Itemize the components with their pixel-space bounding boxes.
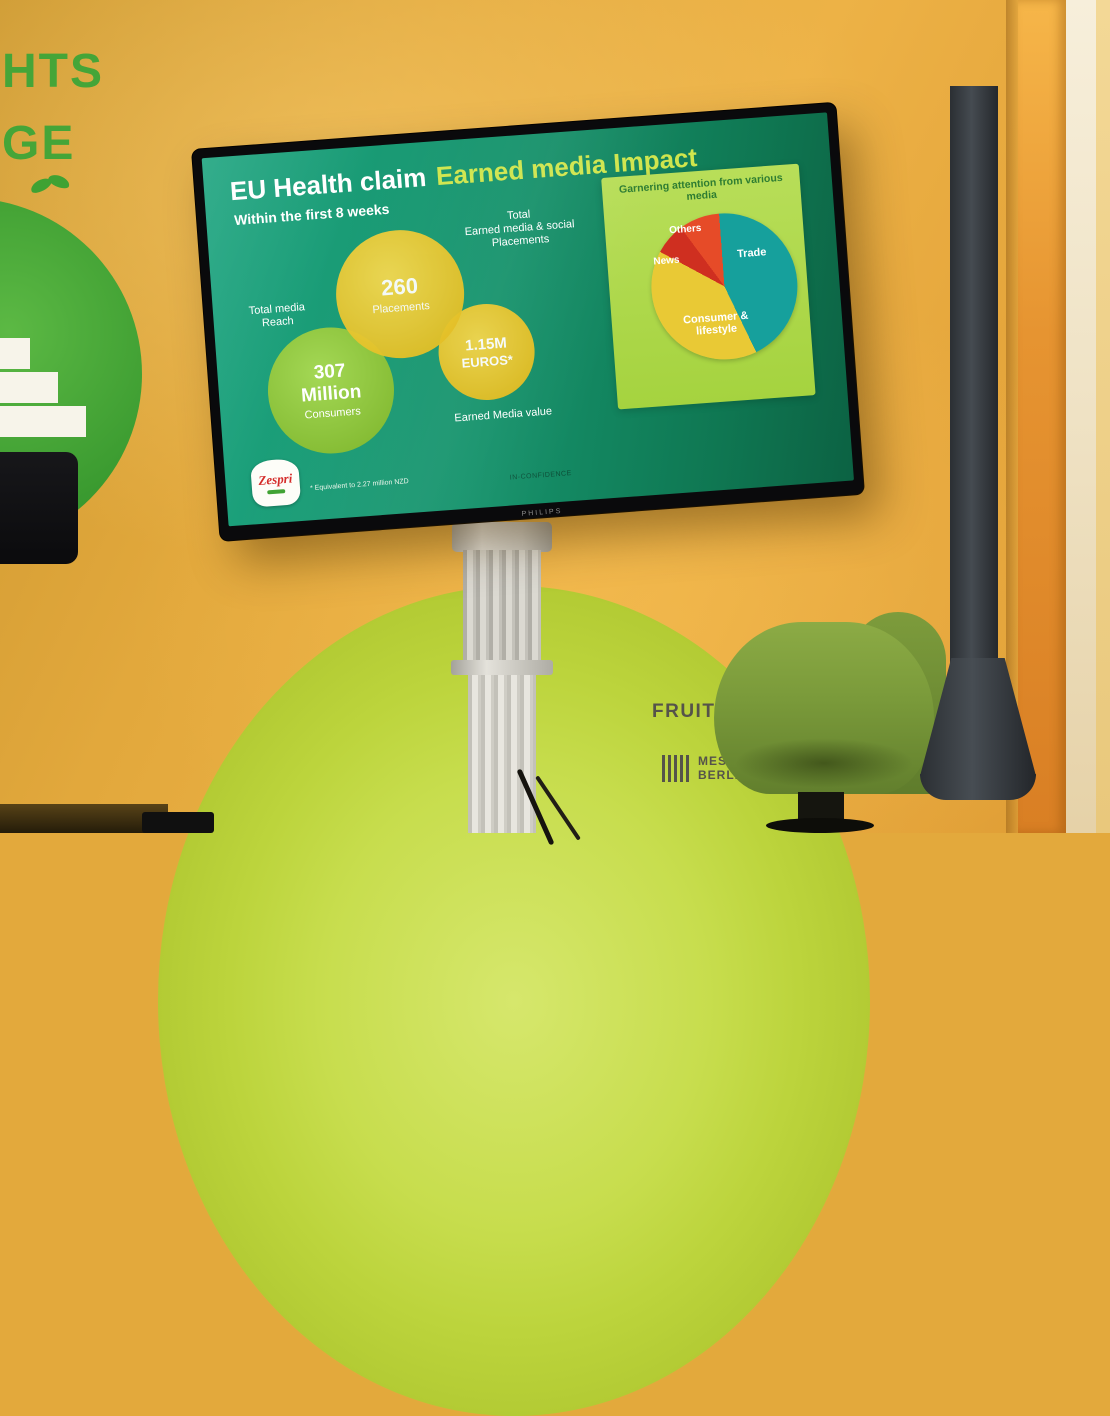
pie-label-others: Others	[668, 222, 702, 237]
reach-value-2: Million	[300, 381, 363, 407]
dark-pole	[950, 86, 998, 666]
wall-panel-edge	[1096, 0, 1110, 833]
caption-earned-media-value: Earned Media value	[454, 405, 553, 425]
tv-stand-flange	[451, 660, 553, 675]
slide-screen: EU Health claim Earned media Impact Withi…	[201, 112, 854, 527]
tv-display: EU Health claim Earned media Impact Withi…	[192, 102, 864, 541]
zespri-leaf-icon	[267, 489, 286, 495]
wall-text-fragment-2: GE	[2, 117, 76, 170]
reach-value-1: 307	[313, 360, 347, 384]
floor-equipment-box	[142, 812, 214, 833]
pie-label-trade: Trade	[736, 246, 767, 261]
caption-total-media-reach: Total media Reach	[248, 301, 306, 330]
pie-panel: Garnering attention from various media O…	[601, 163, 816, 410]
reach-label: Consumers	[304, 405, 362, 422]
stairs-step	[0, 338, 30, 369]
messe-berlin-logo-icon	[662, 755, 692, 782]
placements-value: 260	[380, 272, 419, 301]
wall-text-fragment-1: HTS	[2, 45, 104, 98]
wall-panel-cream	[1066, 0, 1096, 833]
tv-stand-upper-column	[463, 550, 541, 662]
placements-label: Placements	[372, 300, 431, 317]
wall-panel-orange	[1018, 0, 1066, 833]
speaker-box	[0, 452, 78, 564]
chair-foot	[766, 818, 874, 833]
pie-panel-title: Garnering attention from various media	[618, 171, 784, 203]
caption-total-earned-media: Total Earned media & social Placements	[464, 208, 575, 250]
chair-back-front	[714, 622, 934, 794]
confidentiality-note: IN-CONFIDENCE	[509, 470, 573, 482]
stairs-step	[0, 406, 86, 437]
pie-label-news: News	[653, 254, 680, 268]
stairs-step	[0, 372, 58, 403]
tv-stand-collar	[452, 522, 552, 552]
slide-title-white: EU Health claim	[229, 161, 428, 207]
zespri-logo: Zespri	[249, 458, 302, 508]
dark-pole-bottom	[920, 774, 1036, 800]
zespri-logo-text: Zespri	[257, 470, 293, 489]
media-value-2: EUROS*	[461, 351, 514, 371]
fruit-logistica-text: FRUIT	[652, 701, 716, 722]
wall-panel-shadow	[1006, 0, 1020, 833]
floor-shadow	[0, 804, 168, 833]
tv-stand-lower-column	[468, 675, 536, 833]
slide-footnote: * Equivalent to 2.27 million NZD	[309, 478, 409, 493]
